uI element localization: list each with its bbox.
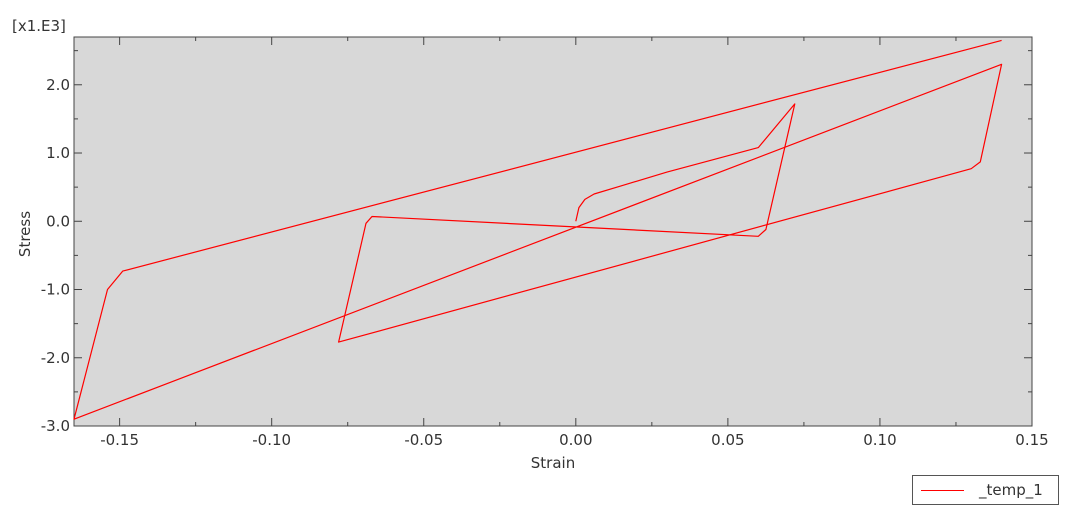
x-tick-label: 0.05 <box>711 431 744 449</box>
y-tick-label: -3.0 <box>41 417 70 435</box>
x-tick-label: -0.05 <box>404 431 443 449</box>
legend-swatch <box>921 490 964 491</box>
y-axis-label: Stress <box>16 211 34 257</box>
y-axis-multiplier: [x1.E3] <box>12 17 66 35</box>
x-tick-label: -0.10 <box>252 431 291 449</box>
y-tick-label: 0.0 <box>46 212 70 230</box>
legend-label-temp-1: _temp_1 <box>979 481 1043 499</box>
x-axis-label: Strain <box>531 454 575 472</box>
x-tick-label: 0.10 <box>863 431 896 449</box>
x-tick-label: 0.00 <box>559 431 592 449</box>
x-tick-label: 0.15 <box>1015 431 1048 449</box>
plot-area <box>73 36 1033 427</box>
series-layer <box>73 39 1003 420</box>
legend: _temp_1 <box>912 475 1059 505</box>
y-tick-label: -1.0 <box>41 281 70 299</box>
ticks-layer: -0.15 -0.10 -0.05 0.00 0.05 0.10 0.15 -3.0 -2.0 -… <box>41 37 1049 449</box>
y-tick-label: -2.0 <box>41 349 70 367</box>
y-tick-label: 1.0 <box>46 144 70 162</box>
x-tick-label: -0.15 <box>100 431 139 449</box>
y-tick-label: 2.0 <box>46 76 70 94</box>
series-line-0 <box>73 39 1003 420</box>
